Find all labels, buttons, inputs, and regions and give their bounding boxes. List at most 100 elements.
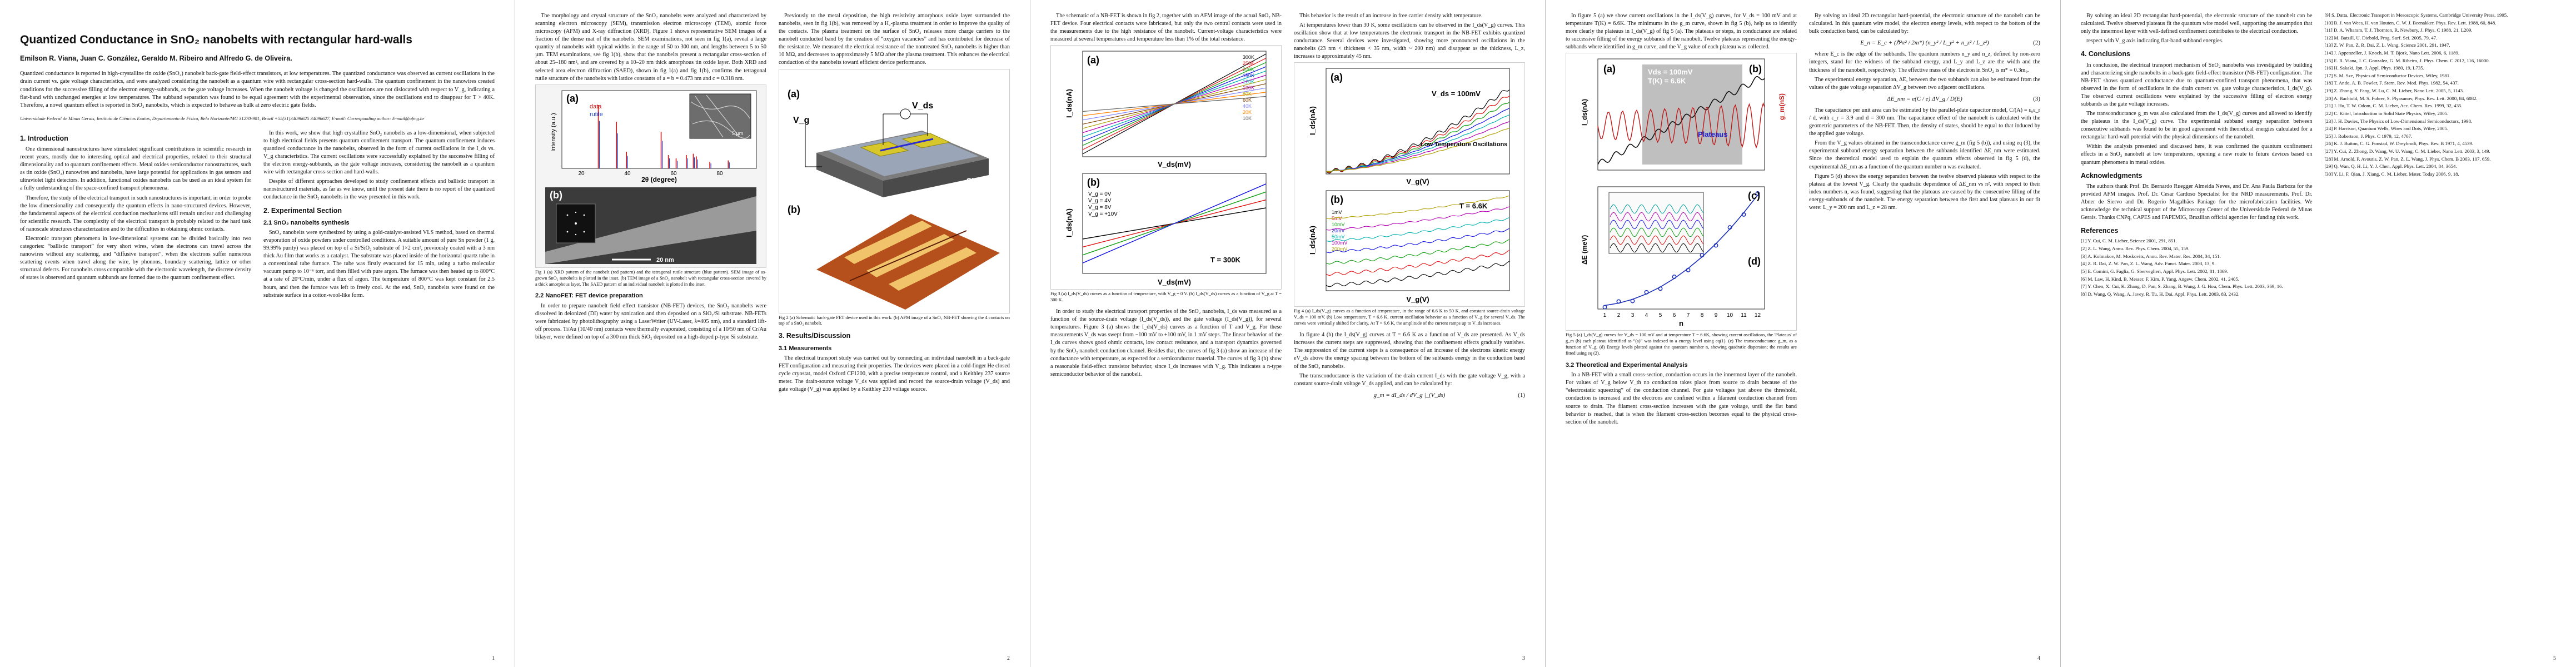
- p4-para-c: By solving an ideal 2D rectangular hard-…: [1809, 13, 2040, 35]
- fig3b-annotation: T = 300K: [1210, 256, 1240, 264]
- reference-item: [2] Z. L. Wang, Annu. Rev. Phys. Chem. 2…: [2081, 246, 2190, 252]
- equation-2-body: E_n = E_c + (ℏ²π² / 2m*) (n_y² / L_y² + …: [1860, 39, 1989, 47]
- fig3b-legend-2: V_g = 8V: [1088, 205, 1112, 211]
- fig5d-xtick: 3: [1631, 312, 1635, 318]
- p3-para-b: In order to study the electrical transpo…: [1050, 308, 1282, 377]
- fig3a-legend-entry: 120K: [1243, 79, 1254, 84]
- fig5d-point: [1602, 305, 1607, 310]
- fig5d-xlabel: n: [1679, 319, 1683, 327]
- fig4b-curve: [1326, 196, 1510, 220]
- equation-3-number: (3): [2033, 95, 2040, 102]
- figure-1: (a) data rutile Intensity (a.u.) 2θ (deg…: [535, 84, 766, 268]
- page-2: The morphology and crystal structure of …: [515, 0, 1030, 667]
- p4-para-h: Figure 5 (d) shows the energy separation…: [1809, 173, 2040, 211]
- fig1-label-a: (a): [566, 93, 579, 104]
- xrd-rutile-peaks: [599, 121, 730, 168]
- fig4b-ylabel: I_ds(nA): [1308, 226, 1317, 255]
- section-results: 3. Results/Discussion: [779, 332, 851, 340]
- reference-item: [16] H. Sakaki, Jpn. J. Appl. Phys. 1980…: [2324, 65, 2424, 71]
- reference-item: [9] S. Datta, Electronic Transport in Me…: [2324, 12, 2508, 18]
- page-5: By solving an ideal 2D rectangular hard-…: [2061, 0, 2576, 667]
- fig5-label-a: (a): [1603, 63, 1616, 74]
- fig3b-xlabel: V_ds(mV): [1158, 278, 1191, 286]
- equation-1-number: (1): [1518, 391, 1525, 399]
- equation-3-body: ΔE_nm = e(C / e) ΔV_g / D(E): [1887, 95, 1962, 102]
- fig5d-xtick: 8: [1701, 312, 1704, 318]
- xrd-xtick-60: 60: [670, 171, 677, 177]
- figure-3-svg: 300K250K200K150K120K100K80K60K40K20K10K …: [1065, 51, 1267, 286]
- paper-title: Quantized Conductance in SnO₂ nanobelts …: [20, 33, 412, 46]
- fig3a-legend-entry: 80K: [1243, 91, 1252, 97]
- figure-4: (a) V_ds = 100mV Low Temperature Oscilla…: [1294, 62, 1525, 307]
- subsection-analysis: 3.2 Theoretical and Experimental Analysi…: [1566, 362, 1688, 369]
- reference-item: [17] S. M. Sze, Physics of Semiconductor…: [2324, 72, 2451, 78]
- fig3a-line: [1082, 96, 1267, 112]
- fig3a-legend-entry: 40K: [1243, 103, 1252, 109]
- fig5d-xtick: 11: [1741, 312, 1747, 318]
- figure-1-svg: (a) data rutile Intensity (a.u.) 2θ (deg…: [545, 90, 757, 264]
- fig3a-legend-entry: 100K: [1243, 85, 1254, 91]
- subsection-fet: 2.2 NanoFET: FET device preparation: [535, 292, 643, 300]
- fig4a-curve: [1326, 108, 1510, 172]
- fig3b-line: [1082, 183, 1267, 264]
- xrd-legend-rutile: rutile: [590, 111, 603, 118]
- reference-item: [30] Y. Li, F. Qian, J. Xiang, C. M. Lie…: [2324, 171, 2459, 177]
- fig4b-curve: [1326, 206, 1510, 231]
- page-number: 4: [2037, 655, 2040, 661]
- page-number: 3: [1522, 655, 1525, 661]
- xrd-xlabel: 2θ (degree): [641, 176, 677, 183]
- reference-item: [15] E. R. Viana, J. C. Gonzalez, G. M. …: [2324, 57, 2490, 63]
- reference-item: [21] J. Hu, T. W. Odom, C. M. Lieber, Ac…: [2324, 103, 2463, 109]
- fig5d-xtick: 4: [1645, 312, 1648, 318]
- p4-para-f: The capacitance per unit area can be est…: [1809, 107, 2040, 137]
- figure-1-caption: Fig 1 (a) XRD pattern of the nanobelt (r…: [535, 269, 766, 287]
- p4-para-a: In figure 5 (a) we show current oscillat…: [1566, 13, 1797, 51]
- section-experimental: 2. Experimental Section: [263, 206, 342, 215]
- fig5-label-c: (c): [1748, 190, 1760, 201]
- page-number: 2: [1007, 655, 1010, 661]
- fig4-label-b: (b): [1331, 194, 1343, 205]
- fig4b-curve: [1326, 239, 1510, 265]
- affiliation: Universidade Federal de Minas Gerais, In…: [20, 115, 425, 121]
- p3-para-c: This behavior is the result of an increa…: [1299, 13, 1483, 19]
- reference-item: [18] T. Ando, A. B. Fowler, F. Stern, Re…: [2324, 80, 2459, 86]
- p3-para-d: At temperatures lower than 30 K, some os…: [1294, 22, 1525, 60]
- fig3a-ylabel: I_ds(nA): [1065, 89, 1073, 118]
- fig3a-legend-entry: 250K: [1243, 61, 1254, 66]
- figure-2: (a) V_ds V_g Si: [779, 68, 1010, 313]
- p4-para-g: From the V_g values obtained in the tran…: [1809, 140, 2040, 170]
- fig5a-ylabel: I_ds(nA): [1581, 99, 1588, 126]
- fig4b-legend-entry: 1mV: [1332, 210, 1342, 215]
- reference-item: [5] E. Comini, G. Faglia, G. Sberveglier…: [2081, 268, 2228, 274]
- sem-scalebar: 5 µm: [732, 131, 743, 136]
- sem-nanobelts: [690, 94, 750, 138]
- equation-1: g_m = dI_ds / dV_g |_(V_ds) (1): [1294, 391, 1525, 400]
- fig4b-xlabel: V_g(V): [1406, 295, 1429, 303]
- fig3a-legend-entry: 300K: [1243, 54, 1254, 60]
- fig2-label-b: (b): [788, 204, 800, 215]
- fig5a-curves: [1597, 76, 1765, 165]
- intro-para-4: In this work, we show that high crystall…: [263, 130, 495, 176]
- fig4a-curve: [1326, 115, 1510, 172]
- fig5d-point: [1755, 191, 1760, 196]
- fig5d-xtick: 10: [1727, 312, 1733, 318]
- fig5c-curve: [1610, 220, 1704, 230]
- section-conclusions: 4. Conclusions: [2081, 50, 2130, 58]
- fig3-label-b: (b): [1087, 177, 1100, 188]
- p5-para-b: respect with V_g axis indicating flat-ba…: [2086, 38, 2224, 44]
- fig5a-plateaus: Plateaus: [1698, 130, 1727, 138]
- acknowledgments-para: The authors thank Prof. Dr. Bernardo Rue…: [2081, 183, 2313, 221]
- fig3-label-a: (a): [1087, 54, 1099, 66]
- xrd-xtick-20: 20: [578, 171, 585, 177]
- fig4b-curve: [1326, 228, 1510, 253]
- reference-item: [1] Y. Cui, C. M. Lieber, Science 2001, …: [2081, 238, 2177, 244]
- xrd-ylabel: Intensity (a.u.): [550, 113, 557, 152]
- fig3a-temperature-lines: [1082, 53, 1267, 155]
- reference-item: [4] Z. R. Dai, Z. W. Pan, Z. L. Wang, Ad…: [2081, 261, 2216, 267]
- sem-inset-image: [689, 93, 751, 139]
- reference-item: [13] Z. W. Pan, Z. R. Dai, Z. L. Wang, S…: [2324, 42, 2450, 48]
- p4-para-b: In a NB-FET with a small cross-section, …: [1566, 372, 1797, 425]
- fig5d-xtick: 12: [1755, 312, 1761, 318]
- page-number: 5: [2553, 655, 2556, 661]
- fig4b-curve: [1326, 250, 1510, 276]
